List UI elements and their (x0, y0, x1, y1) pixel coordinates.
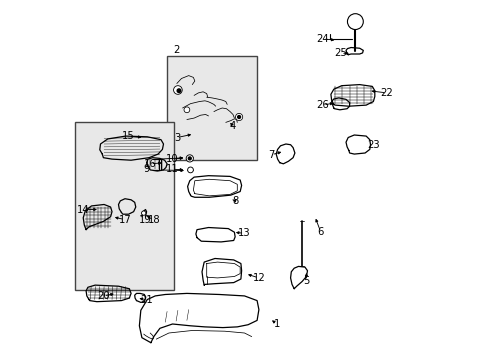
Text: 13: 13 (238, 228, 250, 238)
Text: 19: 19 (139, 215, 152, 225)
Text: 5: 5 (303, 276, 309, 286)
Circle shape (235, 113, 242, 121)
Circle shape (347, 14, 363, 30)
Text: 16: 16 (143, 159, 156, 169)
Text: 15: 15 (122, 131, 135, 141)
Circle shape (177, 89, 181, 93)
Circle shape (183, 107, 189, 113)
Text: 14: 14 (77, 204, 89, 215)
Text: 22: 22 (380, 88, 392, 98)
Text: 26: 26 (316, 100, 329, 110)
Circle shape (237, 116, 240, 118)
Text: 8: 8 (232, 196, 238, 206)
Text: 20: 20 (97, 291, 109, 301)
Text: 6: 6 (317, 227, 324, 237)
Circle shape (188, 157, 191, 160)
Text: 18: 18 (147, 215, 160, 225)
Text: 25: 25 (334, 48, 346, 58)
Bar (167, 56, 257, 160)
Text: 3: 3 (174, 132, 180, 143)
Circle shape (187, 167, 193, 173)
Text: 10: 10 (165, 154, 178, 164)
Text: 23: 23 (366, 140, 379, 150)
Text: 17: 17 (119, 215, 131, 225)
Text: 1: 1 (273, 319, 280, 329)
Text: 24: 24 (316, 34, 328, 44)
Text: 4: 4 (229, 121, 236, 131)
Text: 7: 7 (268, 150, 274, 160)
Text: 11: 11 (165, 164, 178, 174)
Text: 2: 2 (173, 45, 179, 55)
Text: 12: 12 (252, 273, 264, 283)
Circle shape (141, 211, 145, 215)
Text: 9: 9 (143, 164, 149, 174)
Text: 21: 21 (140, 294, 153, 305)
Bar (75, 122, 174, 290)
Circle shape (173, 86, 182, 94)
Circle shape (186, 155, 193, 162)
